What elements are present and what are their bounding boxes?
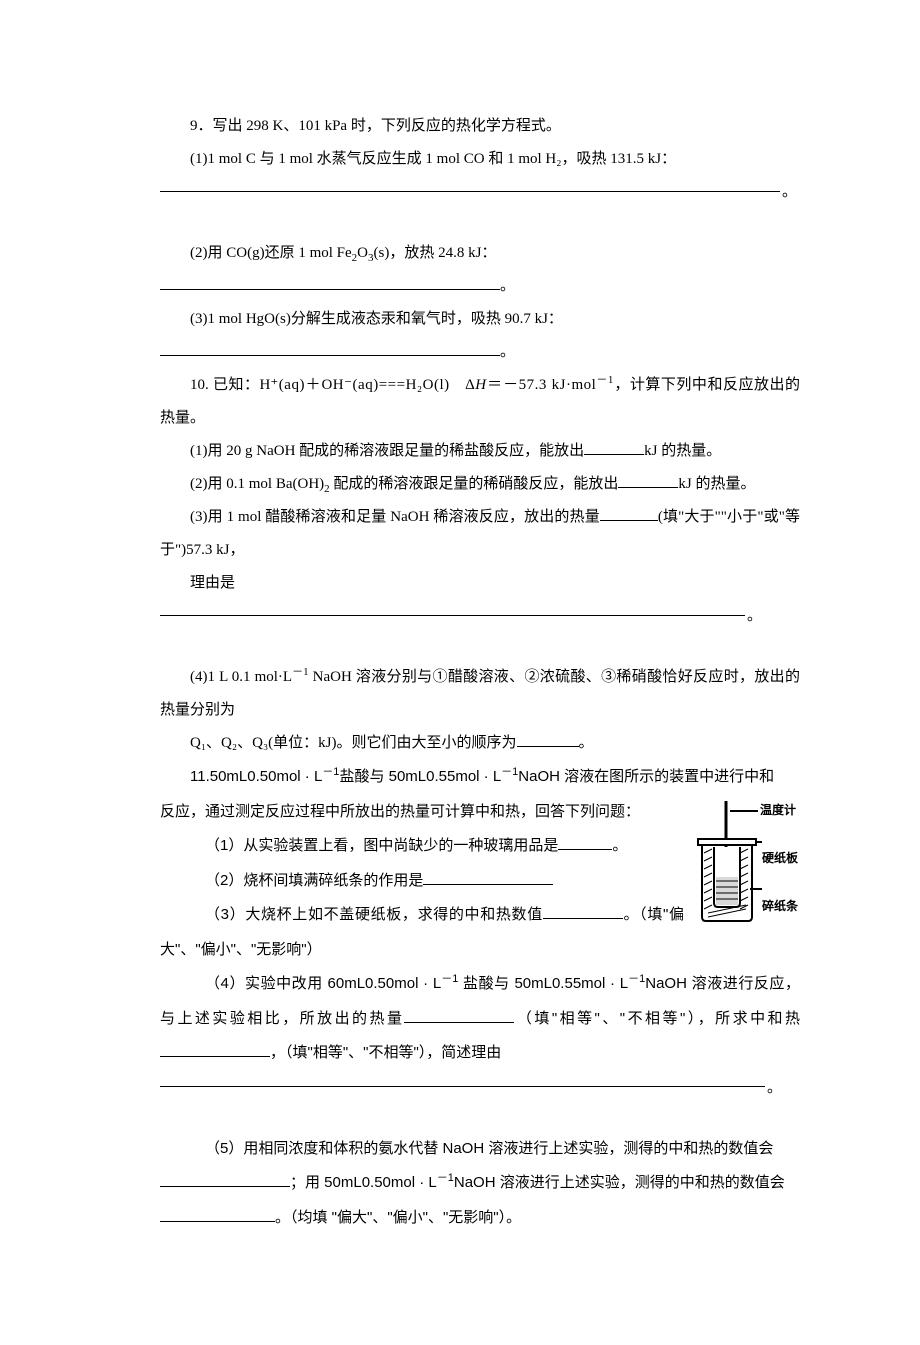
q9-stem: 9．写出 298 K、101 kPa 时，下列反应的热化学方程式。 xyxy=(160,110,800,143)
q11-p4-blank1[interactable] xyxy=(404,1007,514,1023)
q10-p4-sup: －1 xyxy=(292,666,309,678)
q10-stem-dh: H xyxy=(475,377,486,393)
q9-part1: (1)1 mol C 与 1 mol 水蒸气反应生成 1 mol CO 和 1 … xyxy=(160,143,800,176)
q11-p2-blank[interactable] xyxy=(423,869,553,885)
q9-p2-pre: (2)用 CO(g)还原 1 mol Fe xyxy=(190,245,352,261)
label-paper: 碎纸条 xyxy=(762,899,798,913)
label-cardboard: 硬纸板 xyxy=(762,851,798,865)
q10-part4: (4)1 L 0.1 mol·L－1 NaOH 溶液分别与①醋酸溶液、②浓硫酸、… xyxy=(160,661,800,727)
q9-part1-blank[interactable]: 。 xyxy=(160,176,800,237)
q11-p1-blank[interactable] xyxy=(558,834,612,850)
q10-p2-pre: (2)用 0.1 mol Ba(OH) xyxy=(190,476,324,492)
q9-part3: (3)1 mol HgO(s)分解生成液态汞和氧气时，吸热 90.7 kJ： xyxy=(160,303,800,336)
apparatus-figure: 温度计 硬纸板 碎纸条 xyxy=(690,799,800,949)
q9-part2: (2)用 CO(g)还原 1 mol Fe2O3(s)，放热 24.8 kJ： xyxy=(160,237,800,270)
q10-part1: (1)用 20 g NaOH 配成的稀溶液跟足量的稀盐酸反应，能放出 kJ 的热量… xyxy=(160,435,800,468)
q11-stem-sup1: －1 xyxy=(322,766,339,778)
q9-part2-blank-row: 。 xyxy=(160,270,800,303)
q11-part5-b: ；用 50mL0.50mol · L－1NaOH 溶液进行上述实验，测得的中和热… xyxy=(160,1166,800,1201)
q11-p4-blank2[interactable] xyxy=(160,1041,270,1057)
q10-part3-reason: 理由是 xyxy=(160,567,800,600)
q11-stem-pre: 11.50mL0.50mol · L xyxy=(190,768,322,785)
q11-p4-sup1: －1 xyxy=(441,973,458,985)
q11-part5-c: 。（均填 "偏大"、"偏小"、"无影响"）。 xyxy=(160,1201,800,1236)
q10-p1-post: kJ 的热量。 xyxy=(644,443,721,459)
q11-block: 11.50mL0.50mol · L－1盐酸与 50mL0.55mol · L－… xyxy=(160,760,800,1235)
q11-p5-post: 。（均填 "偏大"、"偏小"、"无影响"）。 xyxy=(275,1209,521,1226)
q11-p5-mid2: NaOH 溶液进行上述实验，测得的中和热的数值会 xyxy=(454,1174,785,1191)
q10-p1-blank[interactable] xyxy=(584,439,644,455)
q11-stem-sup2: －1 xyxy=(501,766,518,778)
q10-part3-reason-blank[interactable]: 。 xyxy=(160,600,800,661)
label-thermometer: 温度计 xyxy=(760,803,796,817)
q11-p4-sup2: －1 xyxy=(628,973,645,985)
q11-p4-pre: （4）实验中改用 60mL0.50mol · L xyxy=(205,975,441,992)
q10-stem-pre: 10. 已知：H xyxy=(190,377,270,393)
apparatus-svg xyxy=(690,799,800,949)
q10-p3-blank[interactable] xyxy=(600,505,658,521)
q9-part3-blank-row: 。 xyxy=(160,336,800,369)
q11-part5: （5）用相同浓度和体积的氨水代替 NaOH 溶液进行上述实验，测得的中和热的数值… xyxy=(160,1132,800,1167)
q11-stem-line1: 11.50mL0.50mol · L－1盐酸与 50mL0.55mol · L－… xyxy=(160,760,800,795)
q9-p2-post: (s)，放热 24.8 kJ： xyxy=(374,245,497,261)
q9-part3-blank[interactable] xyxy=(160,340,500,356)
q11-part4: （4）实验中改用 60mL0.50mol · L－1 盐酸与 50mL0.55m… xyxy=(160,967,800,1071)
q10-p2-mid: 配成的稀溶液跟足量的稀硝酸反应，能放出 xyxy=(330,476,619,492)
q11-p5-blank1[interactable] xyxy=(160,1171,290,1187)
q10-p4-pre: (4)1 L 0.1 mol·L xyxy=(190,669,292,685)
q10-p2-blank[interactable] xyxy=(618,472,678,488)
q9-part2-blank[interactable] xyxy=(160,274,500,290)
q10-p3-pre: (3)用 1 mol 醋酸稀溶液和足量 NaOH 稀溶液反应，放出的热量 xyxy=(190,509,600,525)
q10-part2: (2)用 0.1 mol Ba(OH)2 配成的稀溶液跟足量的稀硝酸反应，能放出… xyxy=(160,468,800,501)
q11-p3-blank[interactable] xyxy=(543,903,623,919)
q10-stem-sup: －1 xyxy=(596,374,614,386)
q10-p1-pre: (1)用 20 g NaOH 配成的稀溶液跟足量的稀盐酸反应，能放出 xyxy=(190,443,584,459)
q11-p1-post: 。 xyxy=(612,837,627,854)
q10-p4-q-text: Q₁、Q₂、Q₃(单位：kJ)。则它们由大至小的顺序为 xyxy=(190,735,517,751)
q10-p4-blank[interactable] xyxy=(517,731,579,747)
q11-p4-mid1: 盐酸与 50mL0.55mol · L xyxy=(458,975,628,992)
q10-part4-q: Q₁、Q₂、Q₃(单位：kJ)。则它们由大至小的顺序为 。 xyxy=(160,727,800,760)
q10-p2-post: kJ 的热量。 xyxy=(678,476,755,492)
q11-part4-reason-blank[interactable]: 。 xyxy=(160,1071,800,1132)
q11-p1-pre: （1）从实验装置上看，图中尚缺少的一种玻璃用品是 xyxy=(205,837,558,854)
q10-part3: (3)用 1 mol 醋酸稀溶液和足量 NaOH 稀溶液反应，放出的热量(填"大… xyxy=(160,501,800,567)
q11-p5-mid: ；用 50mL0.50mol · L xyxy=(290,1174,437,1191)
q11-p5-sup: －1 xyxy=(437,1172,454,1184)
q11-p3-pre: （3）大烧杯上如不盖硬纸板，求得的中和热数值 xyxy=(205,906,543,923)
q11-p5-pre: （5）用相同浓度和体积的氨水代替 NaOH 溶液进行上述实验，测得的中和热的数值… xyxy=(205,1140,773,1157)
q9-p2-mid: O xyxy=(357,245,368,261)
q11-p5-blank2[interactable] xyxy=(160,1206,275,1222)
q11-stem-tail1: NaOH 溶液在图所示的装置中进行中和 xyxy=(518,768,774,785)
q11-p4-mid3: （填"相等"、"不相等"），所求中和热 xyxy=(514,1010,800,1027)
q11-p2-pre: （2）烧杯间填满碎纸条的作用是 xyxy=(205,872,423,889)
q11-p4-mid4: ，（填"相等"、"不相等"），简述理由 xyxy=(270,1044,501,1061)
q10-stem-eq2: ＝－57.3 kJ·mol xyxy=(487,377,597,393)
q10-p4-post: 。 xyxy=(579,735,594,751)
q11-stem-mid: 盐酸与 50mL0.55mol · L xyxy=(339,768,501,785)
q10-stem: 10. 已知：H⁺(aq)＋OH⁻(aq)===H₂O(l) ΔH＝－57.3 … xyxy=(160,369,800,435)
q10-stem-eq: ⁺(aq)＋OH⁻(aq)===H₂O(l) Δ xyxy=(270,377,475,393)
